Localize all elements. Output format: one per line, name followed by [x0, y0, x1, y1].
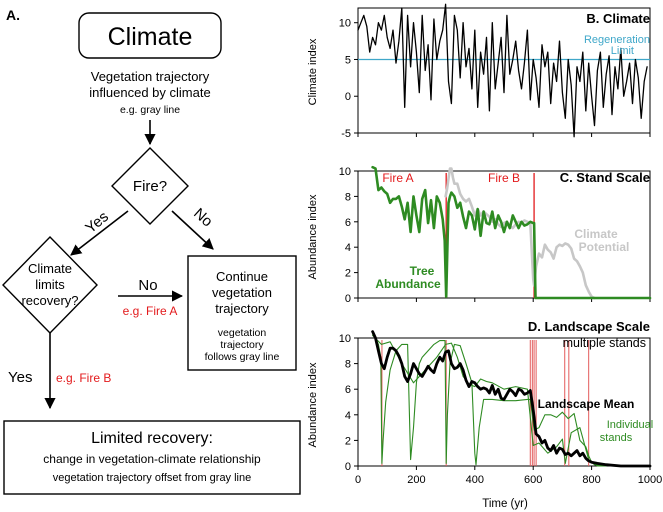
stand-scale-chart: Abundance index 0 2 4 6 8 10 C. Stand Scale F…: [307, 165, 652, 305]
chart-d-title: D. Landscape Scale: [528, 319, 650, 334]
fire-a-label: Fire A: [382, 171, 413, 185]
y-tick-label: 6: [345, 384, 351, 396]
flowchart-panel: A. Climate Vegetation trajectory influen…: [2, 7, 301, 495]
series-line-0-0: [357, 3, 648, 138]
y-tick-label: 4: [345, 410, 351, 422]
continue-line1: Continue: [216, 269, 268, 284]
arrow-fire-yes: [70, 210, 129, 256]
chart-d-ylabel: Abundance index: [307, 362, 319, 448]
y-tick-label: 10: [339, 166, 351, 178]
y-tick-label: 4: [345, 242, 351, 254]
chart-c-ylabel: Abundance index: [307, 194, 319, 280]
y-tick-label: 8: [345, 359, 351, 371]
landscape-mean-label: Landscape Mean: [538, 397, 635, 411]
regeneration-limit-label-line1: Regeneration: [584, 34, 650, 46]
continue-sub2: trajectory: [220, 339, 264, 351]
limited-line1: change in vegetation-climate relationshi…: [43, 452, 261, 466]
plot-frame-0: [357, 7, 651, 134]
no-label: No: [190, 205, 216, 230]
climate-potential-label-line2: Potential: [579, 240, 630, 254]
x-tick-label: 600: [524, 474, 542, 486]
climate-potential-label-line1: Climate: [574, 227, 618, 241]
y-tick-label: 8: [345, 191, 351, 203]
continue-sub3: follows gray line: [205, 351, 280, 363]
continue-line3: trajectory: [215, 301, 269, 316]
no-label-2: No: [138, 277, 157, 294]
chart-d-subtitle: multiple stands: [563, 336, 646, 350]
limited-title: Limited recovery:: [91, 430, 213, 447]
limited-line2: vegetation trajectory offset from gray l…: [53, 472, 252, 484]
climate-desc-line1: Vegetation trajectory: [91, 69, 210, 84]
y-tick-label: 0: [345, 91, 351, 103]
climate-desc-line2: influenced by climate: [89, 85, 210, 100]
plot-frame-1: [357, 170, 651, 299]
individual-stands-label-line2: stands: [600, 432, 633, 444]
limits-line3: recovery?: [21, 293, 78, 308]
example-fire-b: e.g. Fire B: [56, 371, 111, 385]
panel-a-label: A.: [6, 7, 20, 23]
plot-frame-2: [357, 337, 651, 467]
chart-c-title: C. Stand Scale: [560, 170, 650, 185]
fire-decision-diamond: [111, 147, 189, 225]
y-tick-label: 0: [345, 293, 351, 305]
series-line-1-1: [371, 165, 652, 300]
y-tick-label: 10: [339, 18, 351, 30]
chart-b-title: B. Climate: [586, 11, 650, 26]
regeneration-limit-label-line2: Limit: [611, 45, 634, 57]
y-tick-label: 2: [345, 435, 351, 447]
yes-label-2: Yes: [8, 369, 32, 386]
continue-sub1: vegetation: [218, 327, 267, 339]
climate-box: [78, 12, 222, 59]
fire-b-label: Fire B: [488, 171, 520, 185]
limits-line2: limits: [35, 277, 65, 292]
tree-abundance-label-line2: Abundance: [375, 277, 441, 291]
x-axis-label: Time (yr): [482, 498, 528, 510]
arrow-fire-no: [171, 210, 214, 250]
limited-recovery-box: [3, 420, 301, 495]
climate-chart: Climate index -5 0 5 10 B. Climate Regenera…: [307, 3, 651, 140]
x-tick-label: 200: [407, 474, 425, 486]
series-line-2-0: [371, 330, 652, 468]
series-line-2-1: [372, 333, 607, 467]
y-tick-label: 6: [345, 217, 351, 229]
series-line-1-0: [444, 167, 596, 300]
limits-line1: Climate: [28, 261, 72, 276]
climate-example: e.g. gray line: [120, 104, 180, 116]
x-tick-label: 400: [466, 474, 484, 486]
y-tick-label: 0: [345, 461, 351, 473]
continue-box: [187, 255, 297, 371]
individual-stands-label-line1: Individual: [607, 419, 653, 431]
continue-line2: vegetation: [212, 285, 272, 300]
x-tick-label: 0: [355, 474, 361, 486]
x-tick-label: 800: [582, 474, 600, 486]
tree-abundance-label-line1: Tree: [410, 264, 435, 278]
landscape-scale-chart: Abundance index 0 2 4 6 8 10 0 200 400 600 800 1000…: [307, 319, 662, 510]
y-tick-label: 5: [345, 54, 351, 66]
y-tick-label: 2: [345, 268, 351, 280]
chart-b-ylabel: Climate index: [307, 38, 319, 105]
example-fire-a: e.g. Fire A: [123, 304, 178, 318]
y-tick-label: -5: [341, 128, 351, 140]
yes-label: Yes: [82, 208, 112, 237]
x-tick-label: 1000: [638, 474, 662, 486]
fire-question-label: Fire?: [133, 178, 167, 195]
climate-box-label: Climate: [108, 23, 193, 51]
y-tick-label: 10: [339, 333, 351, 345]
